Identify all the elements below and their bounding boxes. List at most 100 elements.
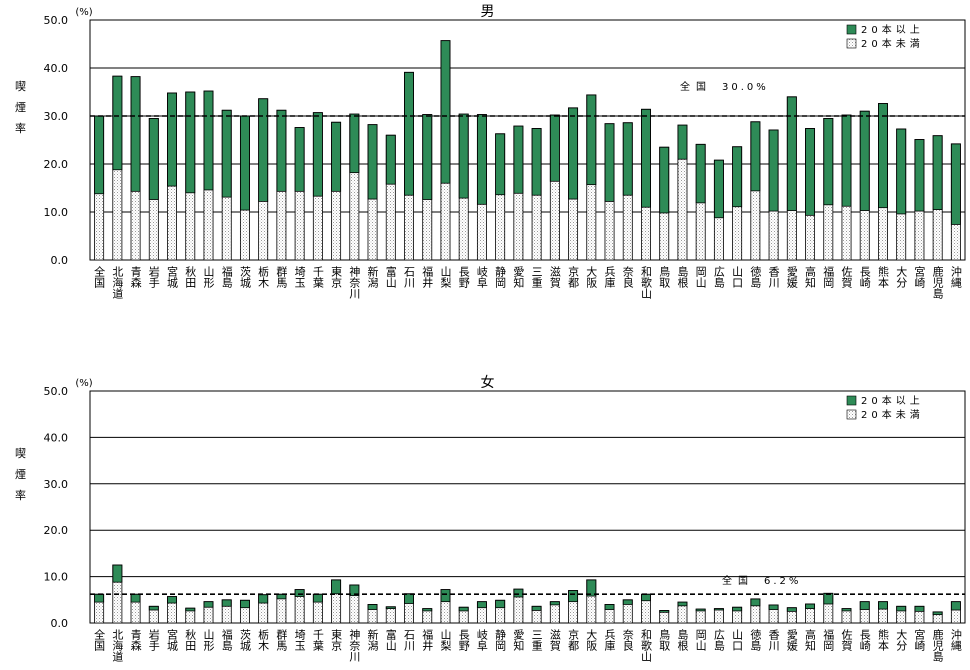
bar-over20-7 (221, 109, 232, 198)
bar-over20-47 (950, 601, 961, 611)
bar-under20-28 (604, 609, 615, 623)
bar-under20-10 (276, 598, 286, 623)
bar-over20-4 (167, 92, 177, 187)
x-tick-label: 福井 (421, 265, 434, 289)
bar-under20-16 (386, 608, 396, 623)
bar-outline-27 (586, 579, 597, 624)
bar-under20-21 (477, 607, 487, 623)
bar-under20-35 (732, 206, 742, 260)
bar-outline-19 (440, 40, 451, 261)
x-tick-label: 富山 (384, 628, 397, 651)
bar-over20-8 (239, 115, 250, 211)
bar-under20-22 (495, 607, 505, 623)
bar-outline-36 (750, 598, 761, 624)
bar-outline-13 (331, 121, 342, 261)
x-tick-label: 東京 (330, 629, 343, 652)
bar-outline-46 (932, 135, 943, 261)
bar-under20-42 (860, 210, 870, 260)
x-tick-label: 石川 (403, 266, 416, 288)
x-tick-label: 群馬 (275, 265, 288, 289)
y-unit-label: (%) (75, 7, 92, 18)
x-tick-label: 東京 (330, 266, 343, 289)
bar-under20-29 (623, 604, 633, 623)
x-tick-label: 高知 (804, 265, 817, 289)
bar-outline-11 (294, 127, 305, 261)
bar-under20-19 (440, 183, 451, 260)
bar-over20-6 (203, 90, 214, 191)
x-tick-label: 岩手 (147, 265, 160, 289)
y-unit-label: (%) (75, 378, 92, 389)
bar-under20-28 (604, 201, 615, 260)
x-tick-label: 全国 (93, 265, 106, 289)
bar-under20-47 (951, 224, 961, 260)
bar-under20-27 (586, 184, 596, 260)
x-tick-label: 福島 (220, 265, 233, 289)
bar-under20-6 (203, 607, 214, 623)
legend-swatch-under20 (846, 409, 857, 420)
bar-outline-40 (823, 592, 834, 624)
bar-over20-26 (568, 107, 579, 200)
bar-outline-31 (659, 610, 670, 624)
bar-outline-30 (641, 108, 651, 261)
bar-outline-6 (203, 90, 214, 261)
chart-title: 男 (481, 4, 495, 20)
bar-outline-42 (859, 601, 870, 624)
bar-outline-43 (878, 601, 888, 624)
bar-under20-34 (714, 610, 724, 623)
bar-over20-35 (732, 146, 743, 208)
bar-under20-13 (331, 191, 341, 260)
bar-under20-26 (568, 601, 578, 623)
x-tick-label: 新潟 (366, 628, 379, 652)
x-tick-label: 長崎 (858, 266, 871, 288)
y-tick-label: 40.0 (44, 62, 69, 75)
bar-over20-32 (677, 601, 688, 607)
bar-under20-43 (878, 609, 888, 623)
bar-under20-36 (750, 190, 760, 260)
x-tick-label: 秋田 (184, 265, 197, 288)
bar-under20-44 (896, 213, 906, 260)
bar-over20-29 (622, 122, 633, 196)
bar-under20-16 (386, 184, 396, 260)
bar-over20-26 (568, 590, 579, 603)
bar-over20-9 (258, 594, 269, 604)
bar-outline-41 (841, 608, 852, 624)
bar-outline-7 (221, 599, 232, 624)
x-tick-label: 石川 (403, 629, 416, 651)
bar-outline-32 (677, 124, 688, 261)
bar-over20-36 (750, 598, 761, 607)
x-tick-label: 宮崎 (913, 628, 926, 651)
bar-outline-41 (841, 114, 852, 261)
bar-outline-34 (713, 159, 724, 261)
bar-outline-24 (531, 605, 542, 624)
bar-under20-0 (94, 193, 104, 260)
x-tick-label: 栃木 (257, 628, 270, 652)
bar-over20-39 (805, 128, 816, 216)
bar-over20-27 (586, 94, 597, 186)
bar-over20-3 (148, 605, 159, 611)
bar-over20-31 (659, 146, 670, 214)
chart-title: 女 (481, 374, 495, 391)
x-tick-label: 埼玉 (293, 628, 306, 651)
bar-outline-47 (950, 601, 961, 624)
bar-over20-17 (404, 71, 414, 196)
bar-under20-38 (787, 611, 797, 623)
x-tick-label: 沖縄 (949, 629, 962, 651)
bar-outline-26 (568, 107, 579, 261)
bar-outline-33 (695, 143, 706, 261)
bar-over20-8 (239, 599, 250, 609)
bar-outline-26 (568, 590, 579, 624)
x-tick-label: 栃木 (257, 265, 270, 289)
bar-over20-1 (112, 75, 123, 171)
bar-outline-8 (239, 599, 250, 624)
bar-outline-4 (167, 92, 177, 261)
bar-under20-6 (203, 189, 214, 260)
bar-outline-33 (695, 608, 706, 624)
x-tick-label: 大分 (895, 265, 908, 288)
bar-outline-47 (950, 143, 961, 261)
bar-over20-13 (331, 579, 342, 595)
x-tick-label: 北海道 (111, 629, 124, 662)
legend-swatch-under20 (846, 38, 857, 49)
bar-outline-21 (476, 114, 487, 261)
bar-outline-44 (896, 128, 907, 261)
bar-under20-27 (586, 596, 596, 623)
